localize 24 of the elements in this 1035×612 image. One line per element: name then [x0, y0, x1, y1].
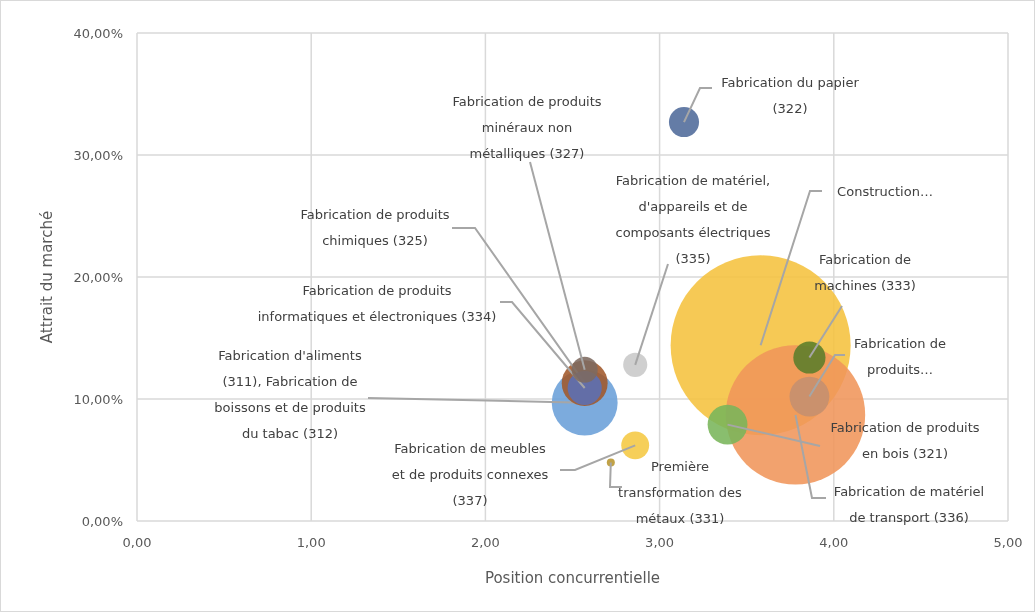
- x-tick-label: 0,00: [122, 535, 152, 550]
- x-tick-label: 3,00: [645, 535, 675, 550]
- x-axis-title: Position concurrentielle: [484, 569, 661, 587]
- text: Fabrication de produits…: [854, 336, 946, 377]
- series-label: Fabrication de matériel de transport (336): [833, 484, 985, 525]
- text: Fabrication de matériel, d'appareils et de composants électriques (335): [615, 173, 771, 266]
- text: Construction…: [837, 184, 933, 199]
- x-tick-label: 1,00: [296, 535, 326, 550]
- series-label: Première transformation des métaux (331): [618, 459, 743, 526]
- y-tick-label: 40,00%: [73, 26, 123, 41]
- y-tick-label: 0,00%: [81, 514, 123, 529]
- y-tick-label: 30,00%: [73, 148, 123, 163]
- text: Fabrication de produits minéraux non métalliques (327): [452, 94, 602, 161]
- x-tick-label: 2,00: [470, 535, 500, 550]
- y-tick-label: 10,00%: [73, 392, 123, 407]
- text: Fabrication de produits chimiques (325): [300, 207, 450, 248]
- y-axis-title: Attrait du marché: [38, 210, 56, 344]
- text: Fabrication d'aliments (311), Fabrication de boissons et de produits du tabac (312): [214, 348, 366, 441]
- x-tick-label: 5,00: [993, 535, 1023, 550]
- y-tick-label: 20,00%: [73, 270, 123, 285]
- text: Fabrication de produits informatiques et électroniques (334): [257, 283, 497, 324]
- series-label: Fabrication du papier (322): [721, 75, 860, 116]
- text: Fabrication de meubles et de produits connexes (337): [391, 441, 549, 508]
- x-tick-label: 4,00: [819, 535, 849, 550]
